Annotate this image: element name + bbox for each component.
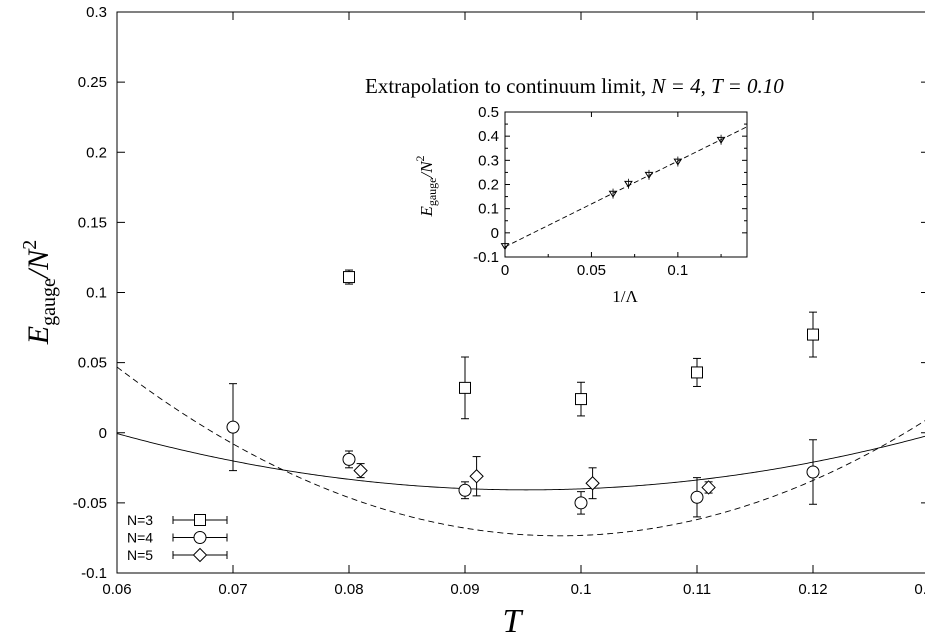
svg-text:Egauge/N2: Egauge/N2 bbox=[413, 155, 439, 217]
data-point-square bbox=[807, 328, 819, 341]
data-point-circle bbox=[574, 496, 588, 510]
x-tick-label: 0.08 bbox=[334, 581, 363, 598]
inset-y-tick-label: 0.1 bbox=[478, 201, 499, 218]
y-tick-label: 0.25 bbox=[78, 74, 107, 91]
inset-data-point bbox=[673, 158, 683, 166]
x-tick-label: 0.09 bbox=[450, 581, 479, 598]
x-tick-label: 0.1 bbox=[571, 581, 592, 598]
data-point-square bbox=[343, 271, 355, 284]
data-point-diamond bbox=[469, 469, 484, 484]
inset-x-axis-label: 1/Λ bbox=[612, 287, 638, 306]
x-tick-label: 0.07 bbox=[218, 581, 247, 598]
legend-label: N=3 bbox=[127, 512, 153, 528]
y-tick-label: 0.15 bbox=[78, 214, 107, 231]
data-point-circle bbox=[690, 490, 704, 504]
inset-data-point bbox=[624, 180, 633, 188]
inset-y-tick-label: 0.5 bbox=[478, 104, 499, 121]
x-tick-label: 0.06 bbox=[102, 581, 131, 598]
legend-marker-diamond bbox=[192, 547, 208, 563]
x-tick-label: 0.11 bbox=[683, 581, 711, 598]
y-tick-label: 0 bbox=[99, 425, 107, 442]
main-x-axis-label: T bbox=[503, 603, 524, 639]
legend-marker-circle bbox=[193, 531, 207, 544]
inset-x-tick-label: 0.05 bbox=[577, 262, 606, 279]
fit-curve-n4 bbox=[116, 366, 925, 537]
inset-data-point bbox=[644, 171, 654, 179]
inset-y-tick-label: 0 bbox=[491, 225, 499, 242]
data-point-circle bbox=[806, 465, 820, 479]
data-point-circle bbox=[226, 420, 240, 434]
legend-marker-square bbox=[194, 514, 206, 526]
y-tick-label: -0.05 bbox=[73, 495, 107, 512]
data-point-diamond bbox=[353, 463, 368, 478]
y-tick-label: 0.3 bbox=[86, 4, 107, 21]
inset-x-tick-label: 0 bbox=[501, 262, 509, 279]
data-point-diamond bbox=[585, 476, 600, 491]
main-y-axis-label: Egauge/N2 bbox=[19, 240, 60, 345]
main-axis-ticks: 0.06 0.07 0.08 0.09 0.1 0.11 0.12 0.13 -0.1 -0.05… bbox=[73, 4, 925, 598]
data-point-square bbox=[575, 393, 587, 406]
main-fit-curves bbox=[116, 366, 925, 537]
data-point-diamond bbox=[701, 480, 716, 495]
y-tick-label: 0.1 bbox=[86, 285, 107, 302]
main-data-points bbox=[226, 269, 820, 518]
inset-data-point bbox=[608, 190, 618, 198]
inset-fit-line-path bbox=[504, 126, 748, 248]
inset-x-tick-label: 0.1 bbox=[667, 262, 688, 279]
y-tick-label: 0.2 bbox=[86, 144, 107, 161]
x-tick-label: 0.12 bbox=[798, 581, 827, 598]
inset-data-points bbox=[500, 134, 726, 252]
y-tick-label: -0.1 bbox=[81, 565, 107, 582]
inset-y-tick-label: -0.1 bbox=[473, 249, 499, 266]
legend: N=3 N=4N=5 bbox=[127, 512, 228, 563]
legend-label: N=5 bbox=[127, 547, 153, 563]
inset-y-axis-label: Egauge/N2 bbox=[413, 155, 439, 217]
legend-label: N=4 bbox=[127, 530, 153, 546]
inset-fit-line bbox=[504, 126, 748, 248]
inset-y-tick-label: 0.2 bbox=[478, 177, 499, 194]
x-tick-label: 0.13 bbox=[914, 581, 925, 598]
inset-title: Extrapolation to continuum limit, N = 4,… bbox=[365, 74, 784, 98]
inset-data-point bbox=[716, 136, 726, 144]
inset-data-point bbox=[500, 243, 510, 251]
fit-curve-n5 bbox=[116, 433, 925, 491]
inset-axis-ticks: 0 0.05 0.1-0.100.10.20.30.40.5 bbox=[473, 104, 747, 279]
data-point-circle bbox=[458, 483, 472, 497]
inset-y-tick-label: 0.4 bbox=[478, 128, 499, 145]
inset-background bbox=[505, 112, 747, 257]
data-point-circle bbox=[342, 452, 356, 466]
data-point-square bbox=[691, 366, 703, 379]
y-tick-label: 0.05 bbox=[78, 355, 107, 372]
inset-y-tick-label: 0.3 bbox=[478, 152, 499, 169]
svg-text:Egauge/N2: Egauge/N2 bbox=[19, 240, 60, 345]
data-point-square bbox=[459, 381, 471, 394]
